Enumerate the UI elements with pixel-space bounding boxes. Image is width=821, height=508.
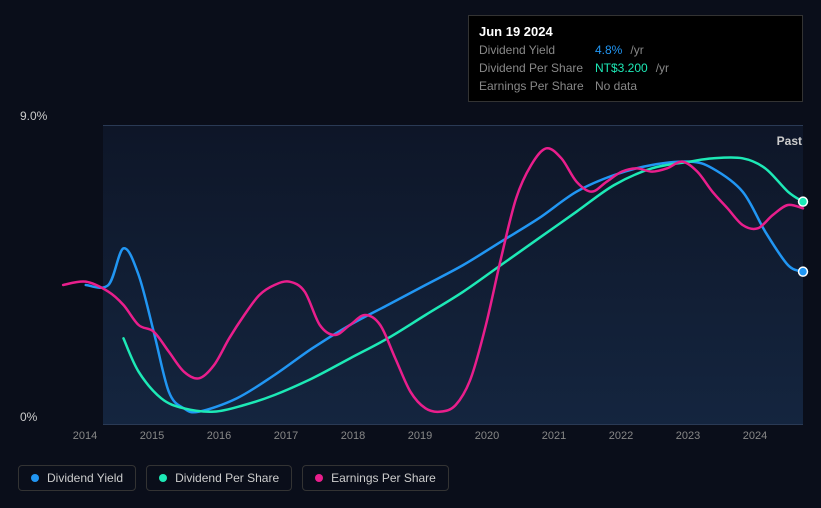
x-axis-tick: 2014 — [73, 430, 97, 442]
legend-item-label: Dividend Yield — [47, 471, 123, 485]
tooltip-row-value: No data — [595, 79, 637, 93]
chart-svg — [18, 105, 808, 445]
tooltip-row-value: 4.8% — [595, 43, 622, 57]
tooltip-row-label: Dividend Per Share — [479, 61, 589, 75]
tooltip-row-label: Earnings Per Share — [479, 79, 589, 93]
legend-item-label: Earnings Per Share — [331, 471, 436, 485]
x-axis-tick: 2016 — [207, 430, 231, 442]
tooltip-row-unit: /yr — [630, 43, 643, 57]
legend: Dividend Yield Dividend Per Share Earnings… — [18, 465, 449, 491]
tooltip-rows: Dividend Yield 4.8% /yr Dividend Per Share N… — [479, 41, 792, 95]
series-line — [124, 157, 804, 411]
x-axis: 2014 2015 2016 2017 2018 2019 2020 2021 2022 2023… — [18, 430, 808, 450]
series-end-marker — [799, 267, 808, 276]
tooltip-row: Earnings Per Share No data — [479, 77, 792, 95]
x-axis-tick: 2020 — [475, 430, 499, 442]
tooltip-row-unit: /yr — [656, 61, 669, 75]
series-line — [86, 162, 803, 413]
legend-item[interactable]: Dividend Per Share — [146, 465, 292, 491]
x-axis-tick: 2023 — [676, 430, 700, 442]
tooltip-row-label: Dividend Yield — [479, 43, 589, 57]
x-axis-tick: 2024 — [743, 430, 767, 442]
tooltip-row-value: NT$3.200 — [595, 61, 648, 75]
legend-item-label: Dividend Per Share — [175, 471, 279, 485]
x-axis-tick: 2015 — [140, 430, 164, 442]
tooltip-row: Dividend Yield 4.8% /yr — [479, 41, 792, 59]
series-end-marker — [799, 197, 808, 206]
tooltip-date: Jun 19 2024 — [479, 22, 792, 41]
x-axis-tick: 2021 — [542, 430, 566, 442]
x-axis-tick: 2019 — [408, 430, 432, 442]
x-axis-tick: 2018 — [341, 430, 365, 442]
x-axis-tick: 2017 — [274, 430, 298, 442]
legend-item[interactable]: Earnings Per Share — [302, 465, 449, 491]
legend-dot-icon — [159, 474, 167, 482]
tooltip-row: Dividend Per Share NT$3.200/yr — [479, 59, 792, 77]
legend-dot-icon — [31, 474, 39, 482]
chart-tooltip: Jun 19 2024 Dividend Yield4.8%/yrDividen… — [468, 15, 803, 102]
legend-item[interactable]: Dividend Yield — [18, 465, 136, 491]
x-axis-tick: 2022 — [609, 430, 633, 442]
legend-dot-icon — [315, 474, 323, 482]
